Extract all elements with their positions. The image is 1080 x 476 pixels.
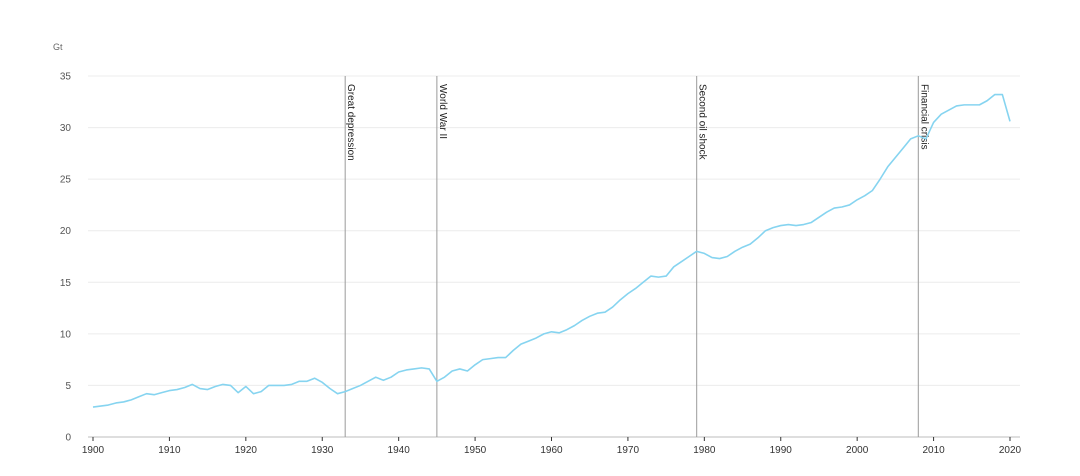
x-tick-label-2010: 2010 [922,445,945,456]
y-tick-label-10: 10 [60,329,72,340]
event-label-1979: Second oil shock [697,84,708,161]
y-tick-label-25: 25 [60,175,72,186]
x-tick-label-1950: 1950 [464,445,487,456]
x-tick-label-1940: 1940 [388,445,411,456]
y-axis-ticks: 0 5 10 15 20 25 30 35 [60,72,72,444]
event-markers: Great depression World War II Second oil s… [344,76,929,437]
x-tick-label-1910: 1910 [158,445,181,456]
event-label-1945: World War II [437,84,448,139]
y-axis-unit-label: Gt [53,42,63,52]
event-label-1933: Great depression [345,84,356,161]
gridlines [88,75,1020,438]
x-tick-label-1930: 1930 [311,445,334,456]
y-tick-label-0: 0 [65,433,71,444]
x-tick-label-1900: 1900 [82,445,105,456]
x-tick-label-1960: 1960 [540,445,563,456]
x-tick-label-1920: 1920 [235,445,258,456]
x-axis-ticks: 1900 1910 1920 1930 1940 1950 1960 1970 1980 1990… [82,437,1022,456]
y-tick-label-30: 30 [60,123,72,134]
y-tick-label-15: 15 [60,278,72,289]
y-tick-label-5: 5 [65,381,71,392]
y-tick-label-35: 35 [60,72,72,83]
x-tick-label-1970: 1970 [617,445,640,456]
x-tick-label-2020: 2020 [999,445,1022,456]
event-label-2008: Financial crisis [918,84,929,150]
x-tick-label-2000: 2000 [846,445,869,456]
x-tick-label-1990: 1990 [770,445,793,456]
emissions-series-line [92,93,1011,408]
y-tick-label-20: 20 [60,226,72,237]
x-tick-label-1980: 1980 [693,445,716,456]
